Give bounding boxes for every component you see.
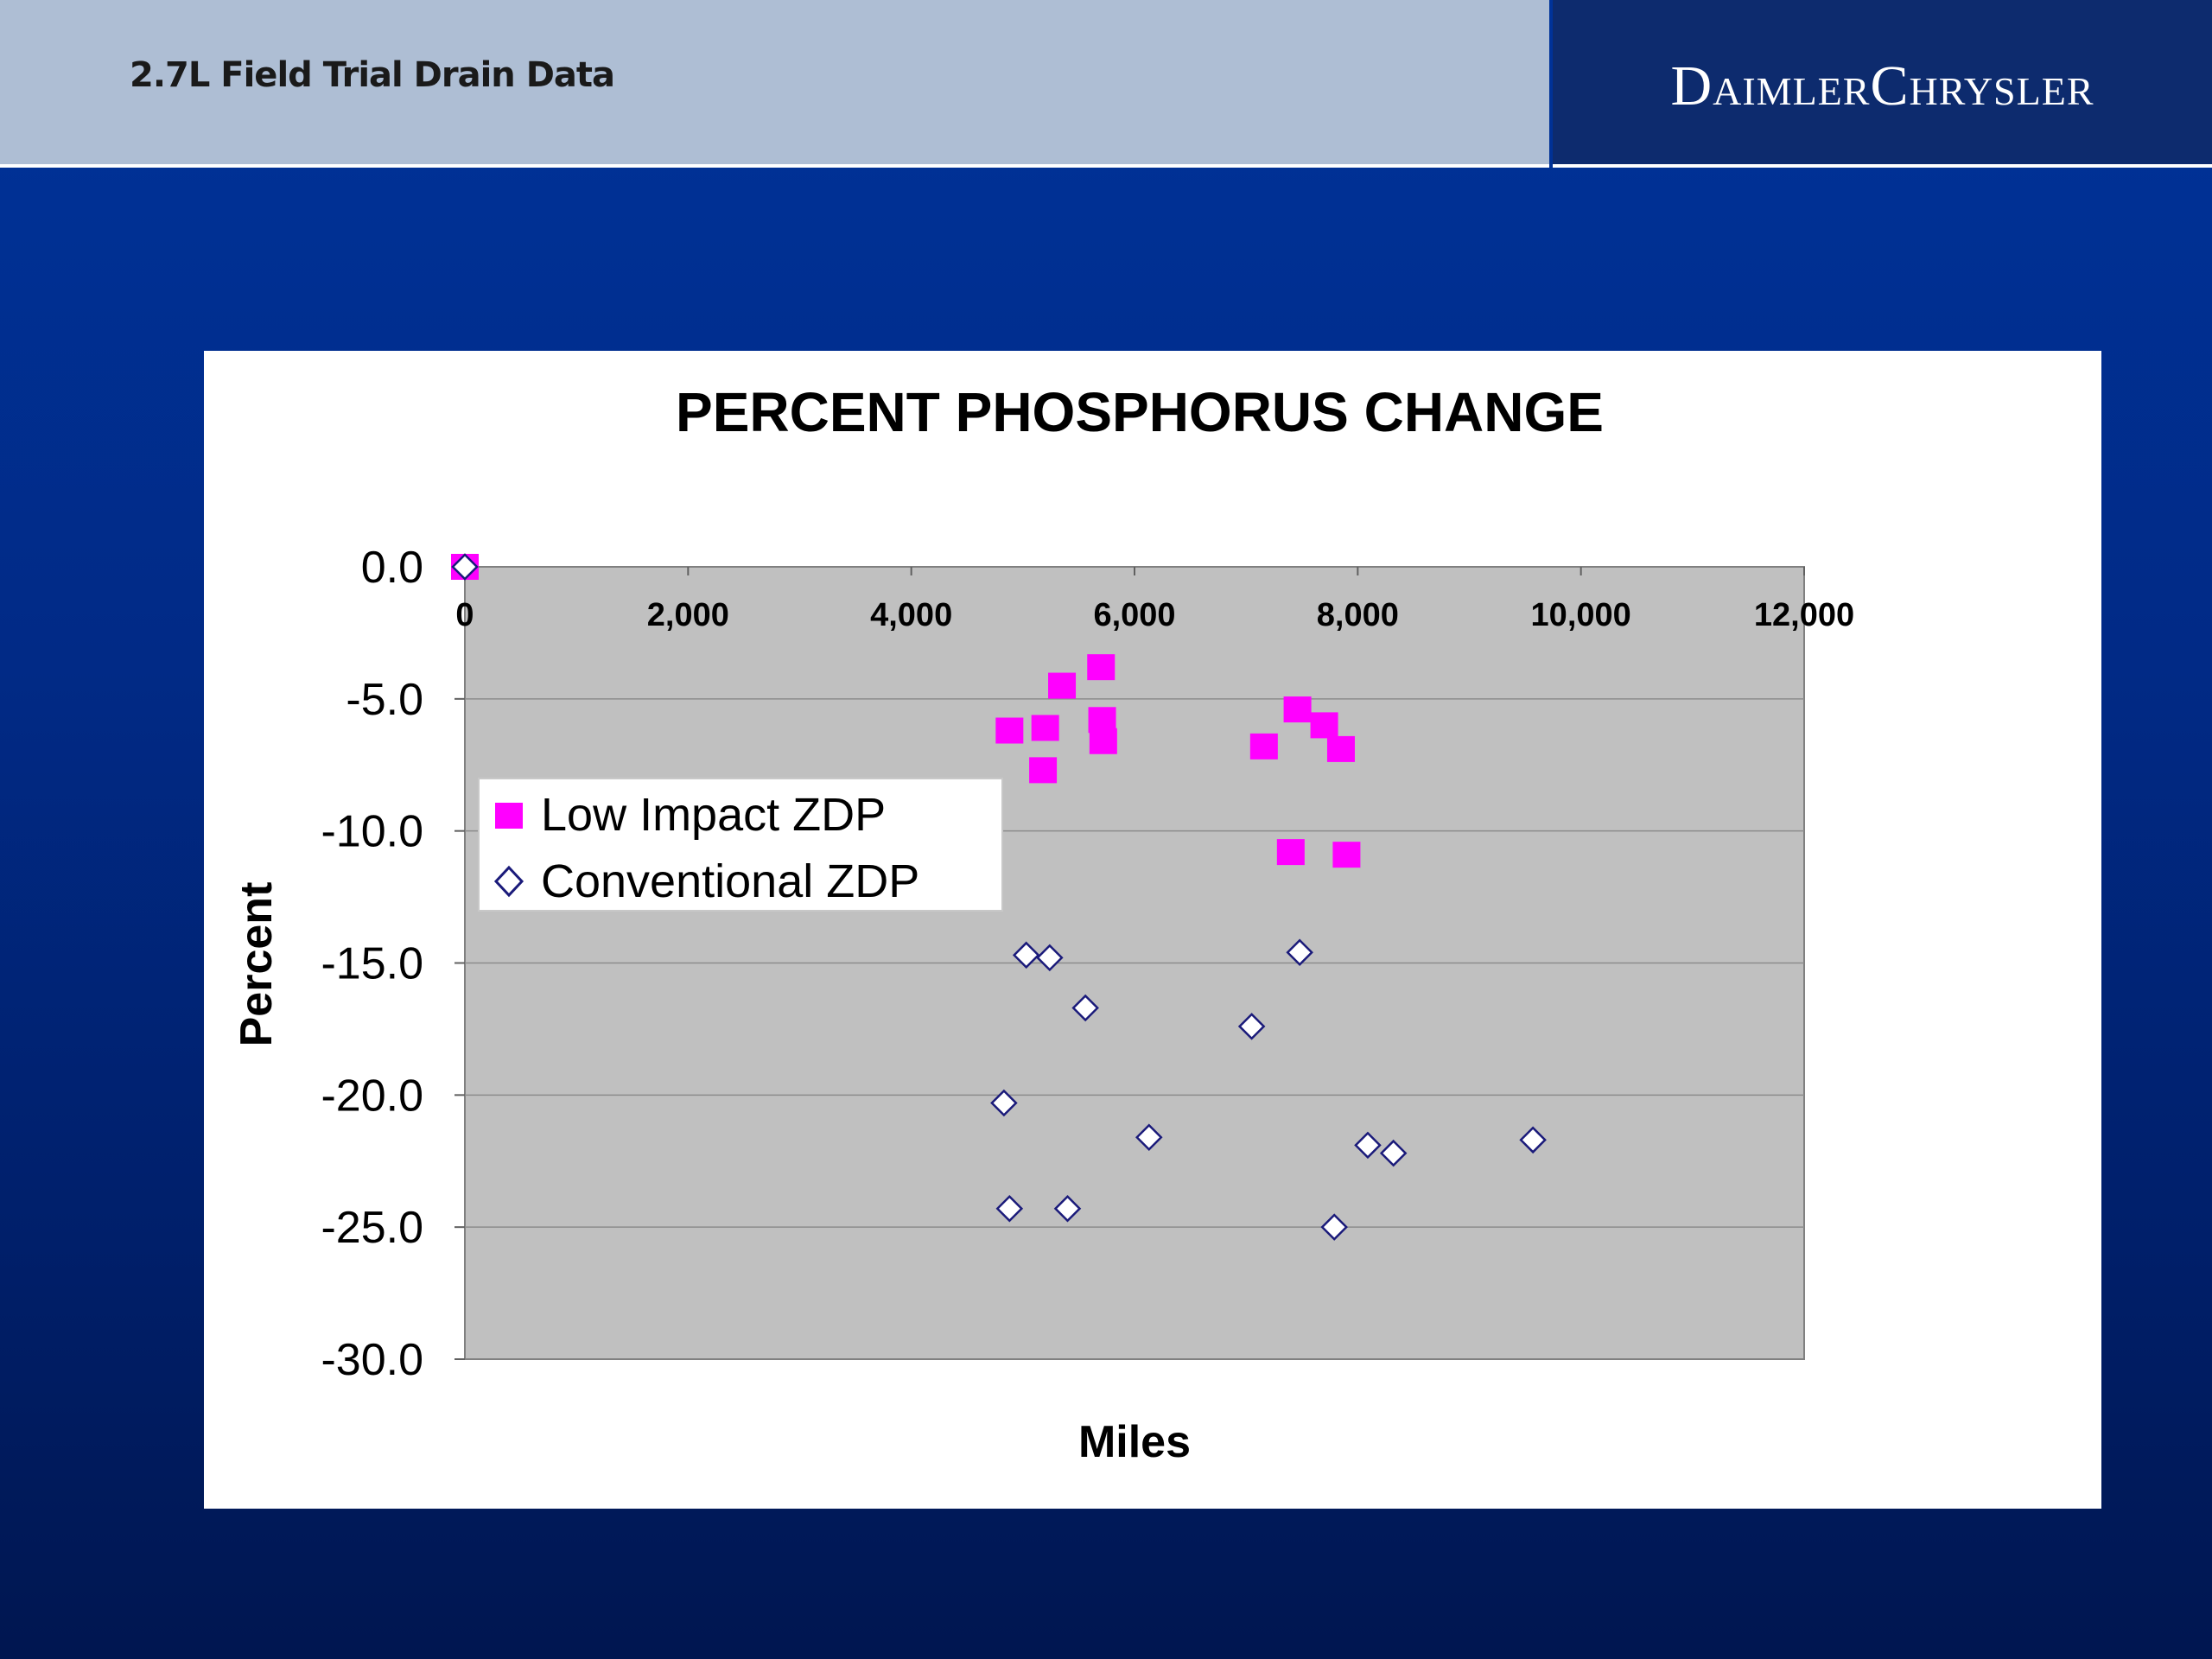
brand-logo: DaimlerChrysler [1670,54,2094,118]
y-tick-label: -30.0 [321,1335,423,1385]
data-point-conventional [451,553,479,581]
x-tick-label: 6,000 [1093,597,1175,633]
x-tick-label: 12,000 [1754,597,1854,633]
legend-marker-conventional [493,865,524,898]
y-tick-label: 0.0 [361,543,423,593]
data-point-conventional [1053,1195,1082,1223]
chart-panel: PERCENT PHOSPHORUS CHANGE 0.0 -5.0 -10.0 -1… [204,351,2101,1509]
data-point-conventional [1135,1123,1163,1152]
x-axis-label: Miles [1078,1417,1191,1467]
data-point-conventional [1379,1139,1408,1167]
y-tick-label: -15.0 [321,939,423,989]
scatter-chart: PERCENT PHOSPHORUS CHANGE 0.0 -5.0 -10.0 -1… [232,381,1854,1467]
legend-box [478,778,1003,912]
chart-title: PERCENT PHOSPHORUS CHANGE [676,381,1604,443]
data-point-conventional [1237,1013,1266,1040]
data-point-conventional [990,1089,1018,1117]
data-point-low-impact [995,717,1024,744]
data-point-conventional [1354,1131,1382,1160]
data-point-low-impact [1249,733,1278,760]
series-layer [451,553,1547,1241]
x-tick-label: 4,000 [870,597,952,633]
data-point-low-impact [1332,842,1361,868]
legend-marker-low-impact [495,803,523,829]
y-axis-ticks: 0.0 -5.0 -10.0 -15.0 -20.0 -25.0 -30.0 [321,543,465,1385]
data-point-conventional [995,1195,1024,1223]
data-point-conventional [1071,994,1099,1022]
header-title-bar: 2.7L Field Trial Drain Data [0,0,1549,168]
data-point-low-impact [1048,672,1077,699]
data-point-conventional [1320,1213,1348,1241]
data-point-low-impact [1089,728,1117,754]
data-point-low-impact [1326,735,1355,762]
data-point-low-impact [1276,839,1305,866]
y-tick-label: -25.0 [321,1203,423,1253]
y-axis-label: Percent [232,882,282,1047]
x-axis-ticks: 0 2,000 4,000 6,000 8,000 10,000 12,000 [455,567,1854,633]
data-point-low-impact [1310,712,1338,739]
legend-label-conventional: Conventional ZDP [541,855,919,907]
data-point-low-impact [1283,696,1312,723]
y-tick-label: -10.0 [321,807,423,857]
y-tick-label: -5.0 [346,675,423,725]
y-tick-label: -20.0 [321,1071,423,1121]
data-point-low-impact [1087,654,1116,681]
data-point-conventional [1012,941,1040,969]
legend: Low Impact ZDP Conventional ZDP [478,778,1003,912]
data-point-conventional [1036,944,1064,972]
data-point-conventional [1519,1126,1547,1154]
slide-title: 2.7L Field Trial Drain Data [130,55,615,95]
data-point-low-impact [1031,715,1059,741]
x-tick-label: 0 [455,597,474,633]
x-tick-label: 2,000 [647,597,729,633]
x-tick-label: 8,000 [1317,597,1399,633]
series-conventional-zdp [451,553,1547,1241]
legend-label-low-impact: Low Impact ZDP [541,789,886,841]
data-point-conventional [1286,938,1313,967]
data-point-low-impact [1029,757,1058,784]
header-logo-bar: DaimlerChrysler [1553,0,2212,168]
x-tick-label: 10,000 [1531,597,1631,633]
